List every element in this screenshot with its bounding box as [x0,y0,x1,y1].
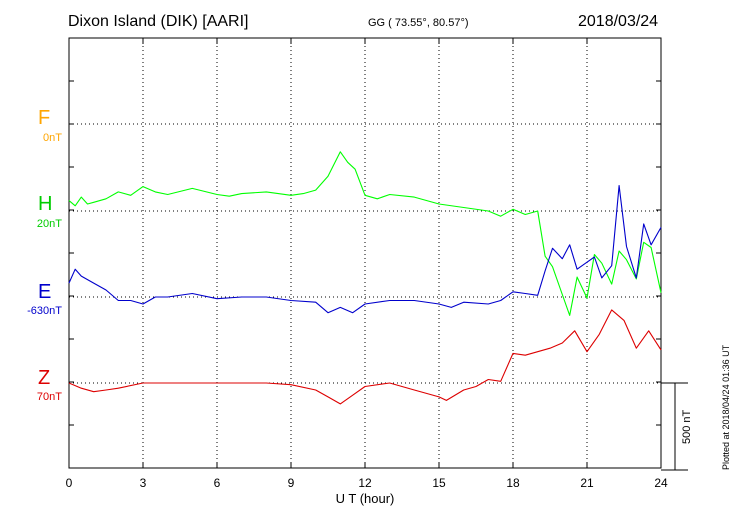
component-e-baseline: -630nT [27,305,62,317]
x-axis-label: U T (hour) [336,491,395,506]
station-title: Dixon Island (DIK) [AARI] [68,13,249,30]
x-tick-label: 24 [654,476,668,490]
x-tick-label: 3 [140,476,147,490]
chart-grid [69,38,661,468]
series-line-z [68,309,662,405]
component-z-letter: Z [38,367,51,389]
date-label: 2018/03/24 [578,13,659,30]
scale-bar-label: 500 nT [681,409,693,444]
component-h-baseline: 20nT [36,218,62,230]
component-f-letter: F [38,107,51,129]
series-lines [68,151,662,405]
series-line-e [68,185,662,314]
component-z-baseline: 70nT [36,391,62,403]
x-tick-label: 12 [358,476,372,490]
x-axis-ticks: 0 3 6 9 12 15 18 21 24 [66,38,668,490]
x-tick-label: 9 [288,476,295,490]
component-h-letter: H [38,193,53,215]
coordinates-label: GG ( 73.55°, 80.57°) [368,17,469,29]
component-e-letter: E [38,281,52,303]
x-tick-label: 6 [214,476,221,490]
plotted-timestamp: Plotted at 2018/04/24 01:36 UT [721,344,730,470]
component-f-baseline: 0nT [43,132,62,144]
scale-bar: 500 nT [661,382,693,471]
x-tick-label: 21 [580,476,594,490]
series-line-h [68,151,662,316]
x-tick-label: 18 [506,476,520,490]
x-tick-label: 0 [66,476,73,490]
x-tick-label: 15 [432,476,446,490]
